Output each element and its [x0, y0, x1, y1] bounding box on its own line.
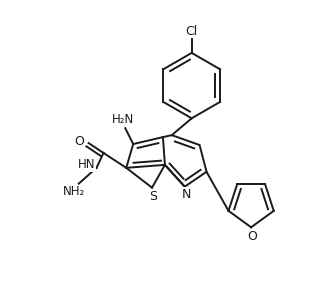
Text: N: N: [182, 188, 191, 201]
Text: Cl: Cl: [186, 25, 198, 38]
Text: HN: HN: [78, 158, 95, 171]
Text: H₂N: H₂N: [112, 113, 135, 126]
Text: S: S: [149, 190, 157, 203]
Text: O: O: [75, 135, 85, 148]
Text: O: O: [247, 230, 257, 243]
Text: NH₂: NH₂: [63, 185, 85, 198]
